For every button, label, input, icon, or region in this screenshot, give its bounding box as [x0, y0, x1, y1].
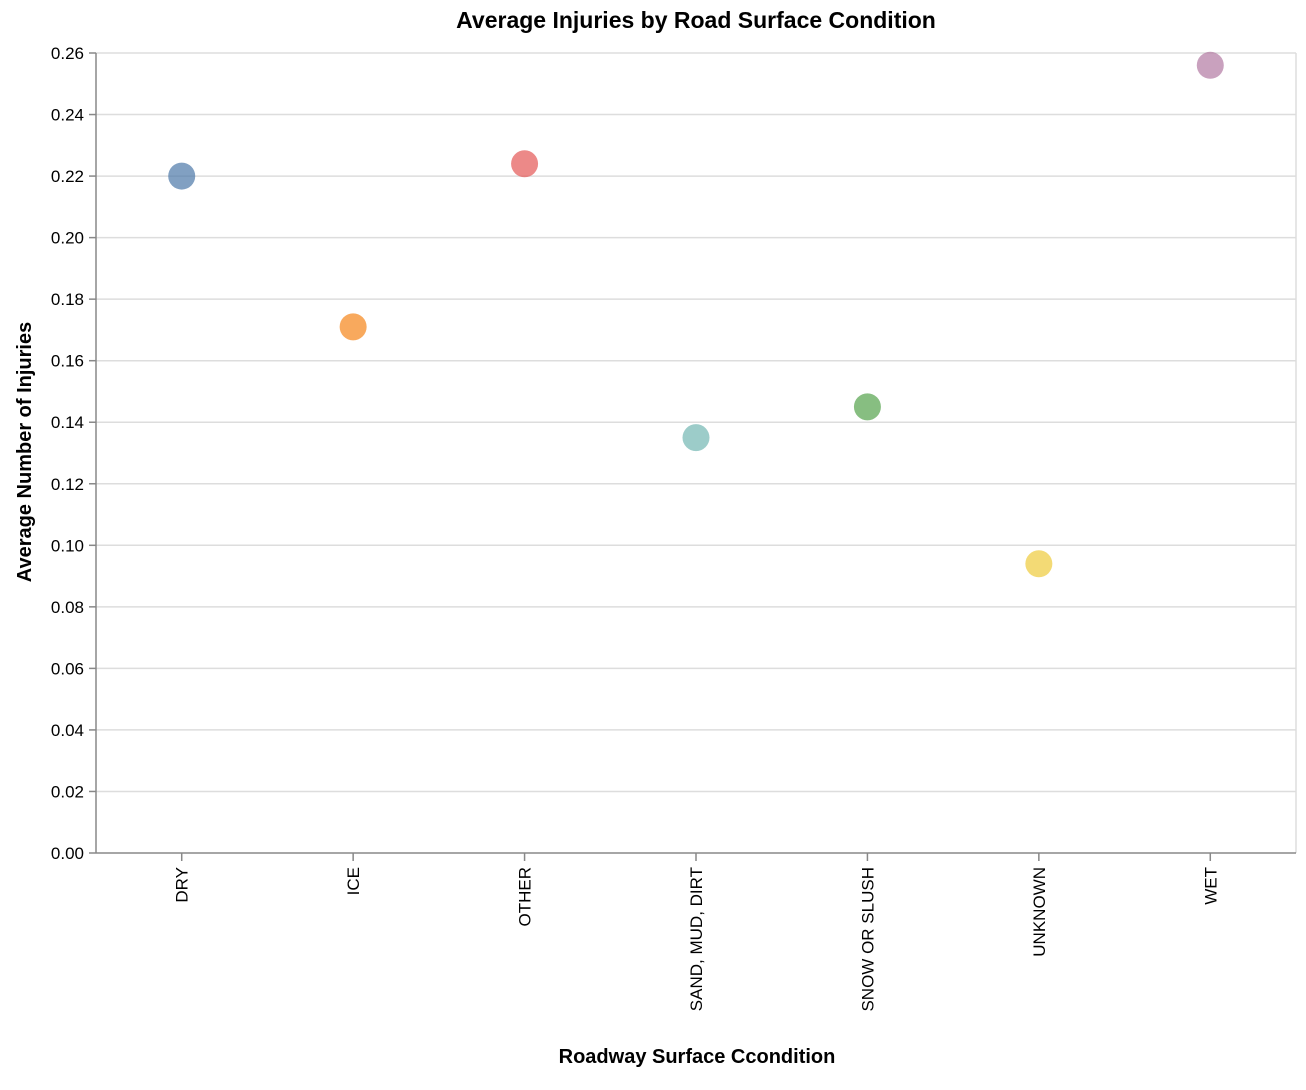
data-point: [1196, 51, 1224, 79]
data-point: [511, 150, 539, 178]
data-points: [168, 51, 1224, 578]
gridlines: [96, 52, 1297, 853]
axes: [95, 53, 1296, 854]
y-tick-label: 0.16: [51, 352, 84, 371]
x-tick-label: ICE: [344, 867, 363, 895]
y-tick-label: 0.10: [51, 536, 84, 555]
y-axis-title: Average Number of Injuries: [14, 322, 36, 582]
y-tick-label: 0.18: [51, 290, 84, 309]
y-tick-label: 0.12: [51, 475, 84, 494]
data-point: [682, 424, 710, 452]
x-tick-label: SAND, MUD, DIRT: [687, 867, 706, 1011]
x-tick-label: OTHER: [516, 867, 535, 927]
y-tick-label: 0.22: [51, 167, 84, 186]
chart-title: Average Injuries by Road Surface Conditi…: [456, 7, 936, 33]
x-tick-label: WET: [1201, 867, 1220, 905]
data-point: [853, 393, 881, 421]
y-tick-label: 0.14: [51, 413, 84, 432]
data-point: [339, 313, 367, 341]
y-tick-label: 0.00: [51, 844, 84, 863]
x-tick-label: UNKNOWN: [1030, 867, 1049, 957]
y-tick-label: 0.26: [51, 44, 84, 63]
x-tick-label: DRY: [173, 867, 192, 903]
x-axis-ticks: DRY ICE OTHER SAND, MUD, DIRT SNOW OR SLUSH U…: [173, 853, 1220, 1012]
y-tick-label: 0.04: [51, 721, 84, 740]
y-axis-ticks: 0.00 0.02 0.04 0.06 0.08 0.10 0.12 0.14 0.16 0.18…: [51, 44, 96, 863]
data-point: [168, 162, 196, 190]
x-axis-title: Roadway Surface Ccondition: [559, 1046, 836, 1068]
y-tick-label: 0.20: [51, 229, 84, 248]
y-tick-label: 0.06: [51, 659, 84, 678]
data-point: [1025, 550, 1053, 578]
y-tick-label: 0.02: [51, 782, 84, 801]
y-tick-label: 0.24: [51, 106, 84, 125]
x-tick-label: SNOW OR SLUSH: [858, 867, 877, 1012]
y-tick-label: 0.08: [51, 598, 84, 617]
